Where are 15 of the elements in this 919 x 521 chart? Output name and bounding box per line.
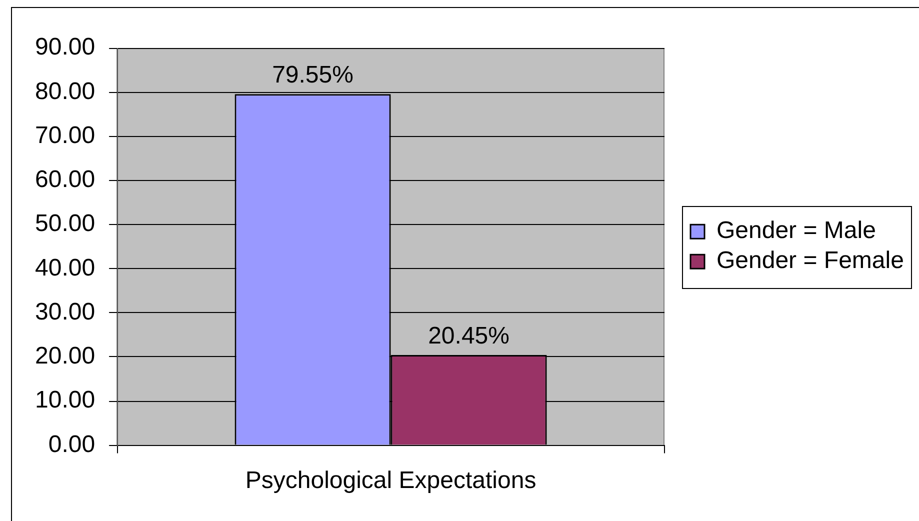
legend-label: Gender = Female: [716, 247, 904, 274]
data-label: 79.55%: [272, 62, 354, 89]
y-tick-label: 40.00: [34, 254, 96, 282]
y-tick-label: 20.00: [34, 342, 96, 370]
legend-label: Gender = Male: [716, 217, 876, 244]
y-tick-label: 60.00: [34, 166, 96, 194]
y-tick-label: 90.00: [34, 34, 96, 61]
data-label: 20.45%: [428, 322, 510, 350]
x-tick-label: Psychological Expectations: [245, 467, 536, 494]
y-tick-label: 0.00: [48, 430, 96, 458]
y-tick-label: 50.00: [34, 210, 96, 238]
y-tick-label: 30.00: [34, 298, 96, 326]
y-tick-label: 80.00: [34, 78, 96, 105]
y-tick-label: 70.00: [34, 122, 96, 149]
y-tick-label: 10.00: [34, 386, 96, 414]
